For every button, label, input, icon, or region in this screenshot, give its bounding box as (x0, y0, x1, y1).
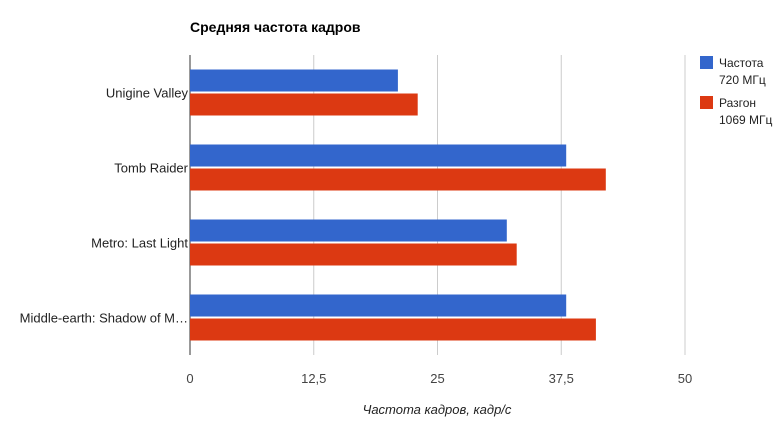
category-labels: Unigine Valley Tomb Raider Metro: Last Lig… (20, 86, 189, 326)
category-label: Middle-earth: Shadow of M… (20, 311, 188, 326)
x-tick-label: 0 (186, 371, 193, 386)
legend-swatch (700, 56, 713, 69)
x-tick-label: 50 (678, 371, 692, 386)
bar (190, 168, 606, 191)
tick-labels: 0 12,5 25 37,5 50 (186, 371, 692, 386)
bar (190, 69, 398, 92)
bar (190, 294, 567, 317)
bar (190, 318, 596, 341)
category-label: Metro: Last Light (91, 236, 188, 251)
bar (190, 144, 567, 167)
legend-label: Частота (719, 56, 764, 70)
x-tick-label: 25 (430, 371, 444, 386)
bar (190, 93, 418, 116)
bar (190, 219, 507, 242)
bar (190, 243, 517, 266)
legend: Частота 720 МГц Разгон 1069 МГц (700, 56, 773, 127)
legend-label: 720 МГц (719, 73, 766, 87)
chart-title: Средняя частота кадров (190, 19, 361, 35)
bars (190, 69, 606, 341)
legend-label: Разгон (719, 96, 756, 110)
category-label: Tomb Raider (114, 161, 188, 176)
x-tick-label: 12,5 (301, 371, 326, 386)
category-label: Unigine Valley (106, 86, 189, 101)
legend-label: 1069 МГц (719, 113, 773, 127)
x-axis-title: Частота кадров, кадр/с (363, 402, 512, 417)
legend-swatch (700, 96, 713, 109)
x-tick-label: 37,5 (549, 371, 574, 386)
